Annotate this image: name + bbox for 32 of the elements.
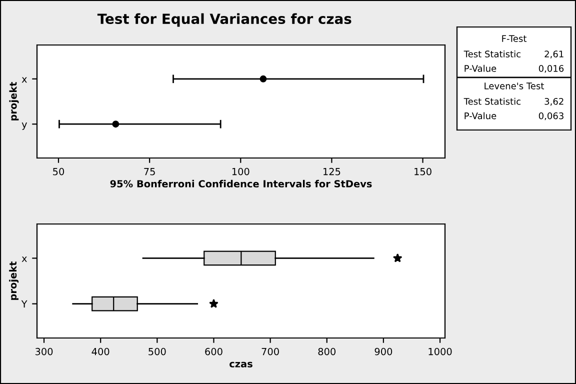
text: 0,063 bbox=[538, 112, 564, 120]
x-tick-label: 400 bbox=[92, 348, 110, 356]
text: 0,016 bbox=[538, 65, 564, 73]
text: P-Value bbox=[464, 112, 496, 120]
x-tick-label: 700 bbox=[262, 348, 279, 356]
y-tick-label: x bbox=[22, 77, 27, 83]
text: Test Statistic bbox=[464, 50, 520, 58]
text: 2,61 bbox=[544, 50, 564, 58]
x-tick-label: 100 bbox=[232, 168, 250, 176]
x-tick-label: 50 bbox=[53, 168, 64, 176]
x-tick-label: 150 bbox=[414, 168, 432, 176]
x-tick-label: 300 bbox=[35, 348, 53, 356]
y-tick-label: Y bbox=[21, 300, 28, 308]
x-tick-label: 500 bbox=[148, 348, 166, 356]
y-tick-label: y bbox=[22, 122, 27, 130]
text: 3,62 bbox=[544, 98, 564, 106]
x-axis-title: czas bbox=[230, 362, 252, 368]
text: F-Test bbox=[502, 35, 526, 42]
y-axis-title: projekt bbox=[9, 261, 19, 300]
x-tick-label: 75 bbox=[144, 168, 155, 176]
text: P-Value bbox=[464, 64, 496, 72]
y-tick-label: x bbox=[22, 256, 27, 262]
text: Levene's Test bbox=[484, 82, 544, 90]
x-tick-label: 1000 bbox=[428, 348, 452, 356]
x-tick-label: 600 bbox=[205, 348, 222, 356]
text: Test Statistic bbox=[464, 98, 520, 105]
x-tick-label: 125 bbox=[323, 168, 340, 176]
x-tick-label: 800 bbox=[318, 348, 336, 356]
chart-title: Test for Equal Variances for czas bbox=[97, 13, 352, 27]
y-axis-title: projekt bbox=[9, 82, 19, 120]
x-axis-title: 95% Bonferroni Confidence Intervals for StDevs bbox=[110, 180, 372, 188]
x-tick-label: 900 bbox=[374, 348, 392, 356]
